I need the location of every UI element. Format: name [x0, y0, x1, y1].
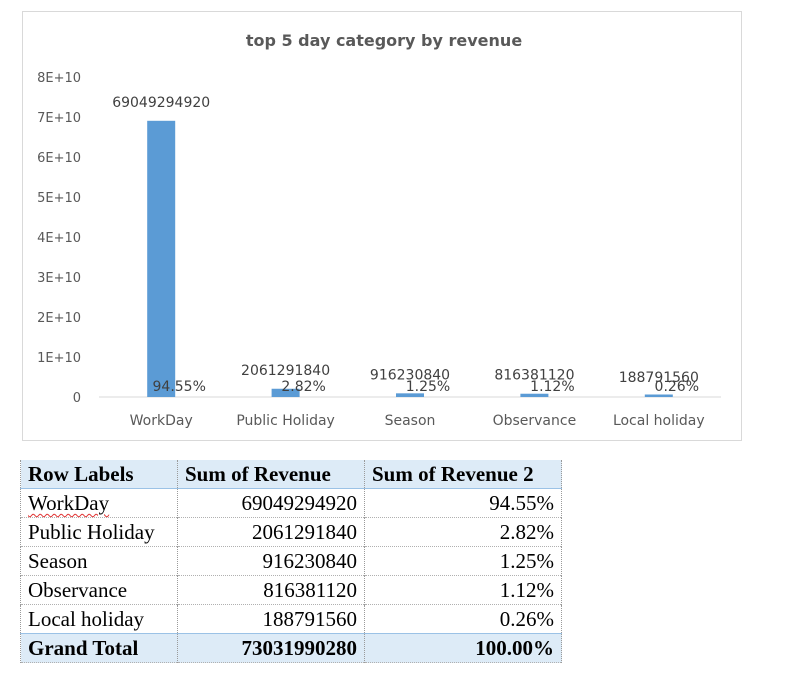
data-label-percent: 1.25%: [406, 379, 450, 395]
y-tick-label: 5E+10: [37, 191, 81, 206]
x-tick-label: WorkDay: [130, 413, 193, 429]
y-tick-label: 6E+10: [37, 151, 81, 166]
x-tick-label: Public Holiday: [236, 413, 335, 429]
grand-total-percent[interactable]: 100.00%: [364, 633, 562, 663]
table-row: WorkDay 69049294920 94.55%: [20, 488, 562, 518]
data-label-value: 916230840: [370, 367, 450, 383]
bar-chart: top 5 day category by revenue 0 1E+10 2E+1…: [37, 31, 721, 429]
pivot-table: Row Labels Sum of Revenue Sum of Revenue…: [20, 460, 562, 663]
header-sum-of-revenue[interactable]: Sum of Revenue: [177, 460, 365, 489]
y-tick-label: 3E+10: [37, 271, 81, 286]
table-row: Public Holiday 2061291840 2.82%: [20, 517, 562, 547]
data-label-percent: 1.12%: [530, 379, 574, 395]
x-tick-label: Season: [385, 413, 436, 429]
bar-public-holiday: [271, 388, 300, 397]
grand-total-revenue[interactable]: 73031990280: [177, 633, 365, 663]
row-revenue[interactable]: 69049294920: [177, 488, 365, 518]
row-label[interactable]: Observance: [20, 575, 178, 605]
data-label-value: 816381120: [494, 368, 574, 384]
data-label-percent: 94.55%: [153, 379, 206, 395]
bar-local-holiday: [644, 394, 673, 397]
bar-observance: [520, 393, 549, 397]
data-label-percent: 2.82%: [281, 379, 325, 395]
row-percent[interactable]: 1.25%: [364, 546, 562, 576]
table-header-row: Row Labels Sum of Revenue Sum of Revenue…: [20, 460, 562, 489]
header-sum-of-revenue-2[interactable]: Sum of Revenue 2: [364, 460, 562, 489]
y-tick-label: 1E+10: [37, 351, 81, 366]
row-label[interactable]: WorkDay: [28, 491, 110, 515]
table-row: Season 916230840 1.25%: [20, 546, 562, 576]
x-tick-label: Local holiday: [613, 413, 705, 429]
y-tick-label: 4E+10: [37, 231, 81, 246]
table-row: Local holiday 188791560 0.26%: [20, 604, 562, 634]
bar-workday: [147, 120, 176, 397]
x-tick-label: Observance: [493, 413, 577, 429]
row-revenue[interactable]: 2061291840: [177, 517, 365, 547]
row-percent[interactable]: 1.12%: [364, 575, 562, 605]
data-label-value: 2061291840: [241, 363, 330, 379]
bar-season: [396, 393, 424, 397]
y-tick-label: 0: [73, 391, 81, 406]
chart-area: top 5 day category by revenue 0 1E+10 2E+1…: [22, 11, 742, 441]
row-label[interactable]: Local holiday: [20, 604, 178, 634]
data-label-percent: 0.26%: [655, 379, 699, 395]
row-percent[interactable]: 94.55%: [364, 488, 562, 518]
row-percent[interactable]: 2.82%: [364, 517, 562, 547]
row-percent[interactable]: 0.26%: [364, 604, 562, 634]
data-label-value: 188791560: [619, 370, 699, 386]
y-tick-label: 2E+10: [37, 311, 81, 326]
row-label[interactable]: Season: [20, 546, 178, 576]
row-revenue[interactable]: 916230840: [177, 546, 365, 576]
chart-title: top 5 day category by revenue: [246, 31, 523, 50]
grand-total-label[interactable]: Grand Total: [20, 633, 178, 663]
table-row: Observance 816381120 1.12%: [20, 575, 562, 605]
grand-total-row: Grand Total 73031990280 100.00%: [20, 633, 562, 663]
y-tick-label: 7E+10: [37, 111, 81, 126]
header-row-labels[interactable]: Row Labels: [20, 460, 178, 489]
row-label[interactable]: Public Holiday: [20, 517, 178, 547]
y-tick-label: 8E+10: [37, 71, 81, 86]
data-label-value: 69049294920: [112, 95, 210, 111]
row-revenue[interactable]: 188791560: [177, 604, 365, 634]
row-revenue[interactable]: 816381120: [177, 575, 365, 605]
